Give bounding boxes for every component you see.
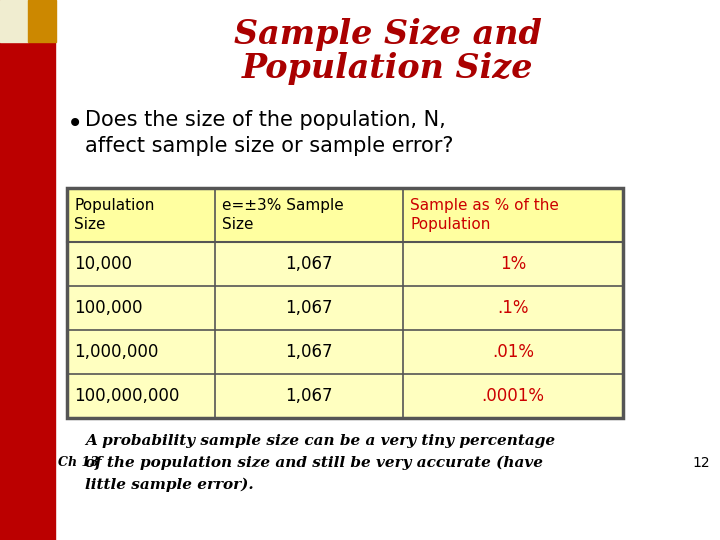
- Bar: [67, 188, 623, 418]
- Text: 1%: 1%: [500, 255, 526, 273]
- Text: Population Size: Population Size: [242, 52, 534, 85]
- Text: 100,000: 100,000: [74, 299, 143, 317]
- Bar: [28, 0, 56, 42]
- Text: Does the size of the population, N,: Does the size of the population, N,: [85, 110, 446, 130]
- Text: Population
Size: Population Size: [74, 198, 154, 232]
- Bar: [0, 0, 55, 540]
- Bar: [67, 188, 623, 242]
- Text: 1,000,000: 1,000,000: [74, 343, 158, 361]
- Bar: [0, 0, 28, 42]
- Text: little sample error).: little sample error).: [85, 478, 253, 492]
- Text: e=±3% Sample
Size: e=±3% Sample Size: [222, 198, 343, 232]
- Bar: [67, 242, 623, 286]
- Text: 1,067: 1,067: [285, 387, 333, 405]
- Text: •: •: [67, 110, 84, 138]
- Text: 1,067: 1,067: [285, 255, 333, 273]
- Bar: [67, 374, 623, 418]
- Text: 1,067: 1,067: [285, 343, 333, 361]
- Text: Sample Size and: Sample Size and: [233, 18, 541, 51]
- Text: .01%: .01%: [492, 343, 534, 361]
- Text: affect sample size or sample error?: affect sample size or sample error?: [85, 136, 454, 156]
- Text: .0001%: .0001%: [482, 387, 544, 405]
- Text: 100,000,000: 100,000,000: [74, 387, 179, 405]
- Text: A probability sample size can be a very tiny percentage: A probability sample size can be a very …: [85, 434, 555, 448]
- Text: 10,000: 10,000: [74, 255, 132, 273]
- Text: .1%: .1%: [498, 299, 528, 317]
- Bar: [67, 286, 623, 330]
- Text: 1,067: 1,067: [285, 299, 333, 317]
- Text: 12: 12: [693, 456, 710, 470]
- Text: of the population size and still be very accurate (have: of the population size and still be very…: [85, 456, 543, 470]
- Text: Ch 13: Ch 13: [58, 456, 99, 469]
- Text: Sample as % of the
Population: Sample as % of the Population: [410, 198, 559, 232]
- Bar: [67, 330, 623, 374]
